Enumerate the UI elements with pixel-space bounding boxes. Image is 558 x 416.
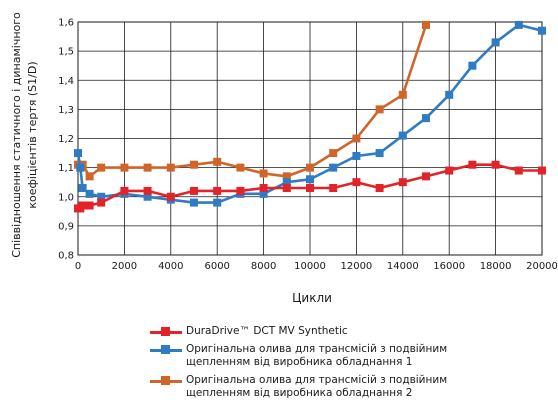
data-point: [306, 163, 314, 172]
data-point: [468, 61, 477, 70]
data-point: [352, 178, 361, 187]
data-point: [259, 184, 268, 193]
y-tick-label: 1,0: [58, 192, 74, 203]
data-point: [97, 198, 106, 207]
x-tick-label: 14000: [387, 261, 419, 272]
data-point: [282, 184, 291, 193]
data-point: [422, 114, 430, 123]
data-point: [329, 163, 338, 172]
data-point: [468, 160, 477, 169]
data-point: [190, 198, 198, 207]
x-tick-label: 16000: [433, 261, 465, 272]
legend-label: Оригінальна олива для трансмісій з подві…: [186, 374, 448, 399]
x-tick-label: 20000: [526, 261, 558, 272]
data-point: [538, 166, 546, 175]
chart: 0,8 0,9 1,0 1,1 1,2 1,3 1,4 1,5 1,6 0 2000 4000 600…: [10, 12, 558, 305]
data-point: [120, 163, 129, 172]
data-point: [78, 201, 87, 210]
legend-swatch-blue: [150, 344, 182, 356]
data-point: [329, 184, 338, 193]
y-tick-label: 0,8: [58, 251, 74, 262]
x-tick-label: 12000: [340, 261, 372, 272]
data-point: [143, 186, 152, 195]
data-point: [491, 38, 500, 47]
legend-swatch-red: [150, 326, 182, 338]
data-point: [538, 26, 546, 35]
data-point: [236, 163, 245, 172]
series-0: [74, 160, 546, 213]
legend-item-duradrive: DuraDrive™ DCT MV Synthetic: [150, 325, 550, 338]
data-point: [190, 186, 198, 195]
x-tick-label: 6000: [204, 261, 229, 272]
data-point: [514, 166, 523, 175]
y-tick-label: 1,5: [58, 47, 74, 58]
data-point: [445, 90, 454, 99]
data-point: [143, 163, 152, 172]
data-point: [445, 166, 454, 175]
data-point: [97, 163, 106, 172]
data-point: [213, 198, 222, 207]
legend-item-oem2: Оригінальна олива для трансмісій з подві…: [150, 374, 550, 400]
data-point: [491, 160, 500, 169]
x-tick-label: 4000: [158, 261, 183, 272]
y-tick-label: 1,4: [58, 76, 74, 87]
x-tick-label: 0: [75, 261, 81, 272]
data-point: [329, 149, 338, 158]
data-point: [190, 160, 198, 169]
x-tick-labels: 0 2000 4000 6000 8000 10000 12000 14000 16000 180…: [75, 261, 558, 272]
x-tick-label: 2000: [112, 261, 137, 272]
y-tick-label: 1,2: [58, 134, 74, 145]
data-point: [282, 172, 291, 181]
x-tick-label: 8000: [251, 261, 276, 272]
legend: DuraDrive™ DCT MV Synthetic Оригінальна …: [150, 325, 550, 405]
data-point: [422, 20, 430, 29]
data-point: [143, 192, 152, 201]
grid: [77, 21, 543, 256]
y-tick-label: 0,9: [58, 221, 74, 232]
data-point: [306, 175, 314, 184]
data-point: [85, 172, 94, 181]
data-point: [236, 186, 245, 195]
legend-label: Оригінальна олива для трансмісій з подві…: [186, 343, 448, 368]
data-point: [352, 151, 361, 160]
data-point: [166, 192, 175, 201]
data-point: [398, 131, 407, 140]
legend-swatch-orange: [150, 375, 182, 387]
data-point: [375, 105, 384, 114]
data-point: [422, 172, 430, 181]
x-tick-label: 18000: [480, 261, 512, 272]
data-point: [375, 184, 384, 193]
data-point: [213, 157, 222, 166]
data-point: [398, 90, 407, 99]
series-layer: [74, 20, 546, 213]
y-tick-label: 1,3: [58, 105, 74, 116]
data-point: [398, 178, 407, 187]
data-point: [76, 163, 85, 172]
y-tick-label: 1,6: [58, 18, 74, 29]
data-point: [85, 189, 94, 198]
data-point: [352, 134, 361, 143]
data-point: [120, 186, 129, 195]
data-point: [375, 149, 384, 158]
data-point: [213, 186, 222, 195]
y-axis-label-line1: Співвідношення статичного і динамічного: [10, 12, 23, 258]
data-point: [259, 169, 268, 178]
data-point: [166, 163, 175, 172]
legend-item-oem1: Оригінальна олива для трансмісій з подві…: [150, 343, 550, 369]
plot-area-frame: [77, 21, 543, 256]
data-point: [85, 201, 94, 210]
data-point: [78, 184, 87, 193]
y-tick-label: 1,1: [58, 163, 74, 174]
y-tick-labels: 0,8 0,9 1,0 1,1 1,2 1,3 1,4 1,5 1,6: [58, 18, 74, 262]
data-point: [306, 184, 314, 193]
data-point: [514, 20, 523, 29]
x-axis-label: Цикли: [292, 291, 332, 305]
data-point: [97, 192, 106, 201]
data-point: [74, 149, 82, 158]
legend-label: DuraDrive™ DCT MV Synthetic: [186, 325, 348, 337]
x-tick-label: 10000: [294, 261, 326, 272]
data-point: [259, 189, 268, 198]
y-axis-label-line2: коефіцієнтів тертя (S1/D): [26, 61, 39, 208]
data-point: [282, 178, 291, 187]
